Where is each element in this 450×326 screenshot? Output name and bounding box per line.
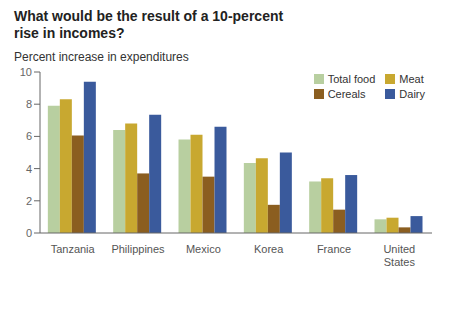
svg-text:2: 2	[26, 195, 32, 207]
svg-text:UnitedStates: UnitedStates	[383, 243, 415, 268]
html-text:Percent increase in expenditur: Percent increase in expenditures	[14, 50, 189, 64]
svg-text:Mexico: Mexico	[186, 243, 221, 255]
html-text:Total food: Total food	[327, 73, 376, 85]
html-text:Meat: Meat	[399, 73, 424, 85]
svg-text:4: 4	[26, 163, 32, 175]
svg-text:0: 0	[26, 227, 32, 239]
svg-text:France: France	[317, 243, 351, 255]
svg-text:Korea: Korea	[254, 243, 284, 255]
svg-text:Tanzania: Tanzania	[51, 243, 96, 255]
html-text:rise in incomes?: rise in incomes?	[14, 25, 125, 41]
html-text:What would be the result of a: What would be the result of a 10-percent	[14, 8, 284, 24]
html-text:Dairy: Dairy	[399, 88, 425, 100]
html-text:Cereals: Cereals	[327, 88, 366, 100]
svg-text:10: 10	[20, 66, 32, 78]
svg-text:6: 6	[26, 130, 32, 142]
svg-text:Philippines: Philippines	[111, 243, 165, 255]
svg-text:8: 8	[26, 98, 32, 110]
